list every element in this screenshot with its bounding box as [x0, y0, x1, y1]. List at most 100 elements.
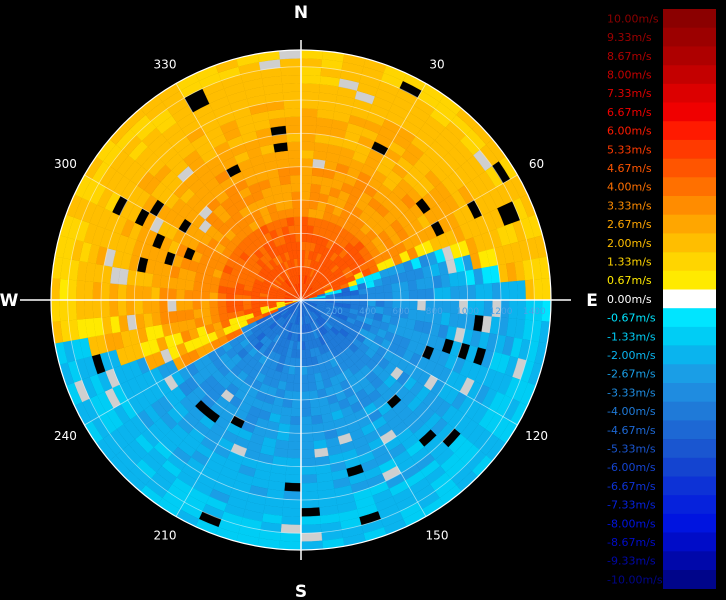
velocity-cell	[300, 499, 320, 509]
velocity-cell	[284, 116, 302, 126]
velocity-cell	[358, 299, 368, 306]
legend-label: -6.67m/s	[607, 480, 656, 493]
velocity-cell	[300, 349, 307, 359]
velocity-cell	[508, 280, 518, 301]
velocity-cell	[167, 299, 177, 312]
velocity-cell	[109, 283, 119, 301]
range-label: 1400	[523, 307, 546, 317]
legend-swatch	[663, 439, 716, 459]
velocity-cell	[287, 440, 302, 451]
velocity-cell	[292, 382, 302, 392]
velocity-cell	[415, 278, 426, 290]
legend-label: 4.67m/s	[607, 162, 652, 175]
legend-label: -1.33m/s	[607, 330, 656, 343]
velocity-cell	[300, 507, 321, 517]
legend-swatch	[663, 65, 716, 85]
velocity-cell	[417, 299, 427, 312]
velocity-cell	[300, 482, 318, 492]
velocity-cell	[441, 286, 452, 301]
velocity-cell	[281, 74, 302, 85]
velocity-cell	[300, 183, 312, 193]
velocity-cell	[150, 286, 161, 301]
velocity-cell	[134, 299, 144, 315]
legend-swatch	[663, 27, 716, 47]
velocity-cell	[217, 292, 227, 301]
legend-swatch	[663, 9, 716, 28]
velocity-cell	[309, 398, 320, 409]
compass-axes	[20, 40, 571, 560]
velocity-cell	[288, 432, 302, 442]
velocity-cell	[184, 279, 195, 291]
velocity-cell	[300, 382, 310, 392]
velocity-cell	[280, 406, 292, 417]
velocity-cell	[300, 83, 321, 93]
range-label: 200	[326, 307, 343, 317]
velocity-cell	[283, 490, 302, 501]
azimuth-spoke	[84, 174, 302, 301]
velocity-cell	[300, 166, 313, 176]
azimuth-label: 330	[154, 57, 177, 71]
velocity-cell	[300, 490, 319, 501]
legend-swatch	[663, 308, 716, 328]
velocity-cell	[282, 91, 302, 101]
velocity-cell	[75, 299, 86, 320]
velocity-cell	[289, 174, 302, 184]
legend-label: 2.67m/s	[607, 218, 652, 231]
velocity-cell	[192, 290, 202, 301]
legend-label: -2.67m/s	[607, 368, 656, 381]
legend-swatch	[663, 476, 716, 496]
range-label: 600	[392, 307, 409, 317]
velocity-cell	[367, 299, 377, 307]
velocity-cell	[300, 407, 312, 417]
velocity-cell	[287, 141, 302, 151]
velocity-cell	[441, 299, 452, 314]
velocity-cell	[309, 191, 320, 202]
velocity-cell	[59, 278, 69, 301]
velocity-cell	[283, 99, 302, 110]
velocity-cell	[350, 294, 360, 301]
velocity-cell	[307, 373, 316, 384]
range-label: 800	[426, 307, 443, 317]
azimuth-label: 120	[525, 429, 548, 443]
legend-label: 3.33m/s	[607, 199, 652, 212]
velocity-cell	[142, 286, 152, 301]
velocity-cell	[300, 416, 313, 426]
legend-swatch	[663, 570, 716, 589]
velocity-cell	[382, 283, 393, 293]
velocity-cell	[295, 357, 302, 367]
velocity-cell	[300, 149, 315, 160]
velocity-cell	[295, 233, 302, 243]
velocity-cell	[295, 241, 302, 251]
velocity-cell	[466, 284, 477, 301]
velocity-cell	[184, 309, 195, 321]
velocity-cell	[201, 307, 211, 318]
azimuth-spoke	[84, 299, 302, 426]
velocity-cell	[310, 183, 322, 194]
velocity-sectors	[50, 49, 552, 551]
velocity-cell	[84, 280, 94, 301]
velocity-cell	[100, 282, 111, 301]
azimuth-spoke	[300, 299, 427, 517]
velocity-cell	[300, 224, 308, 234]
azimuth-spoke	[300, 83, 427, 301]
velocity-cell	[300, 357, 307, 367]
velocity-cell	[287, 149, 302, 160]
velocity-cell	[286, 457, 302, 467]
velocity-cell	[300, 108, 318, 118]
velocity-cell	[125, 299, 136, 316]
velocity-cell	[291, 191, 302, 201]
velocity-cell	[279, 49, 302, 60]
velocity-cell	[192, 299, 202, 310]
legend-swatch	[663, 457, 716, 477]
velocity-cell	[67, 279, 78, 301]
velocity-cell	[281, 515, 302, 526]
velocity-cell	[458, 285, 468, 301]
velocity-cell	[417, 288, 427, 301]
legend-swatch	[663, 214, 716, 234]
legend-label: -4.67m/s	[607, 424, 656, 437]
velocity-cell	[300, 432, 314, 442]
velocity-cell	[209, 307, 220, 317]
legend-swatch	[663, 252, 716, 272]
velocity-cell	[225, 299, 235, 307]
